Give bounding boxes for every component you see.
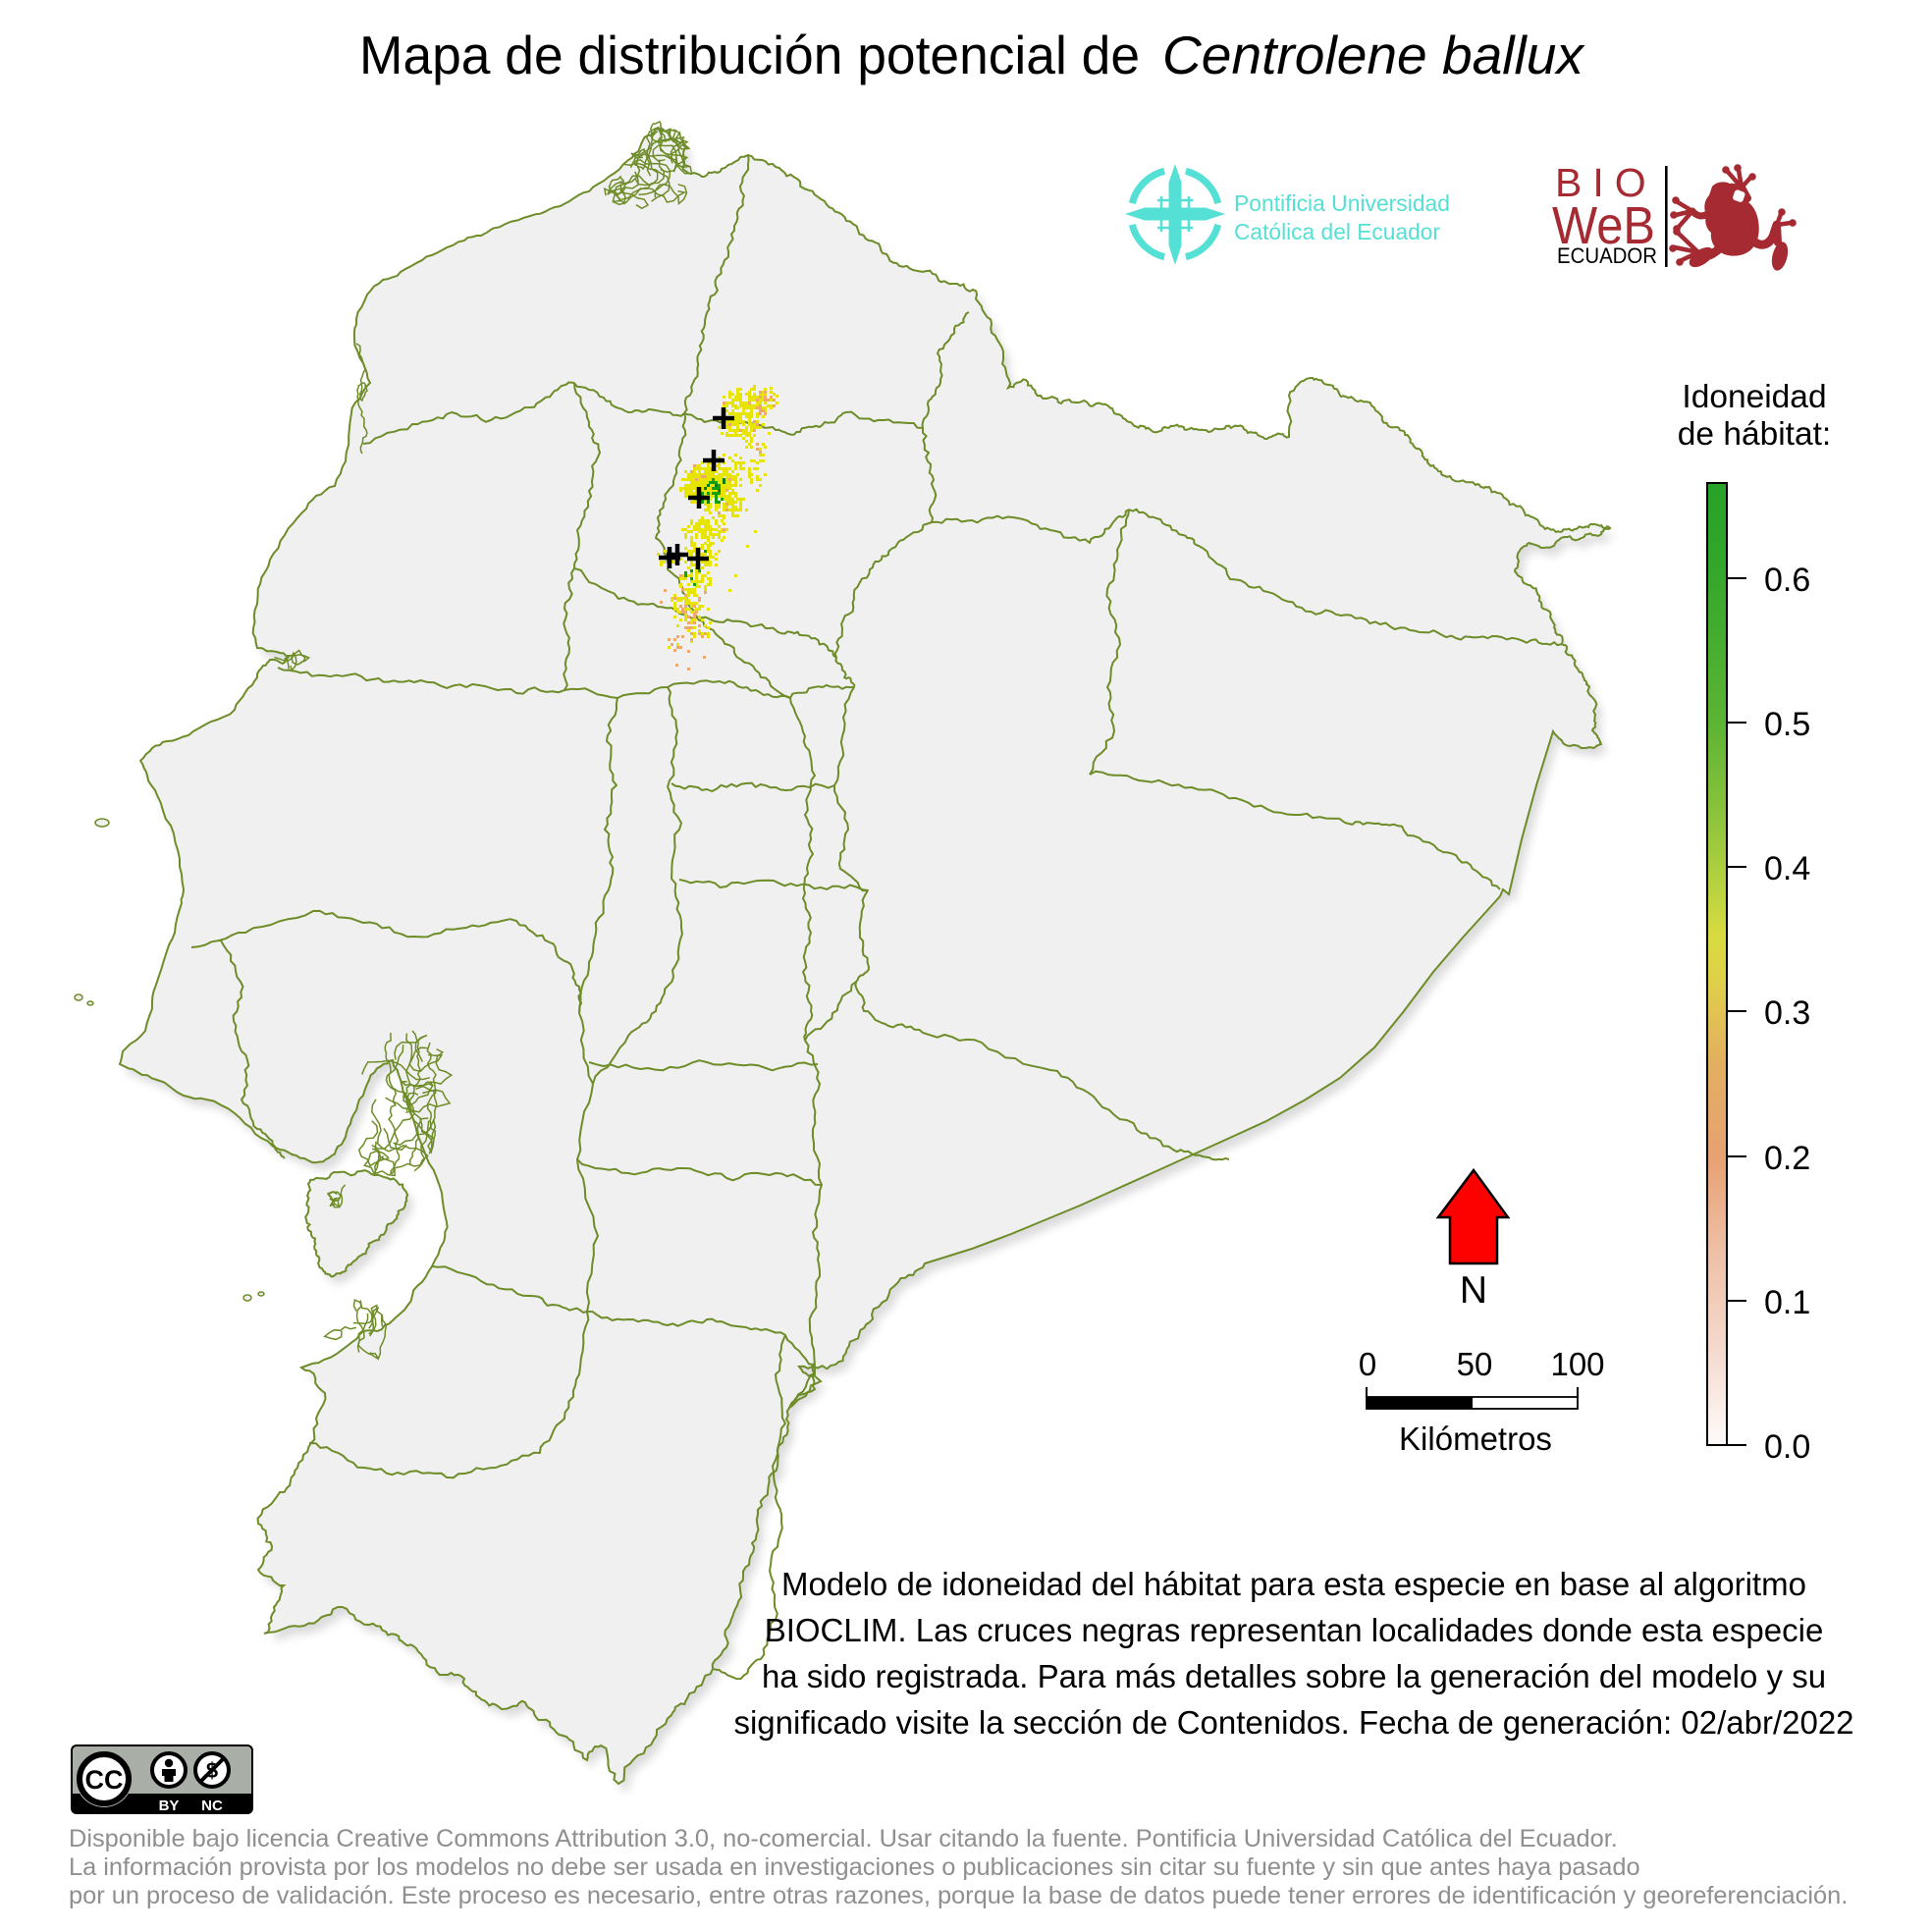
svg-text:NC: NC: [201, 1798, 223, 1814]
svg-text:Centrolene ballux: Centrolene ballux: [1162, 25, 1585, 85]
svg-text:50: 50: [1457, 1346, 1493, 1382]
svg-text:de hábitat:: de hábitat:: [1678, 416, 1831, 453]
svg-text:significado visite la sección: significado visite la sección de Conteni…: [733, 1704, 1853, 1741]
svg-text:ECUADOR: ECUADOR: [1557, 243, 1657, 268]
svg-text:Católica del Ecuador: Católica del Ecuador: [1234, 219, 1440, 244]
svg-text:0.1: 0.1: [1764, 1284, 1810, 1321]
svg-text:WeB: WeB: [1552, 196, 1655, 255]
svg-text:Pontificia Universidad: Pontificia Universidad: [1234, 190, 1450, 216]
svg-text:Mapa de distribución potencial: Mapa de distribución potencial de: [359, 25, 1140, 85]
svg-text:Disponible bajo licencia Creat: Disponible bajo licencia Creative Common…: [69, 1825, 1618, 1852]
svg-text:N: N: [1460, 1269, 1487, 1312]
svg-text:0: 0: [1359, 1346, 1376, 1382]
svg-text:BIO: BIO: [1555, 160, 1657, 205]
svg-text:0.3: 0.3: [1764, 994, 1810, 1032]
svg-text:100: 100: [1550, 1346, 1604, 1382]
svg-text:Idoneidad: Idoneidad: [1682, 379, 1826, 415]
svg-text:0.4: 0.4: [1764, 850, 1810, 887]
svg-text:ha sido registrada. Para más d: ha sido registrada. Para más detalles so…: [762, 1658, 1826, 1694]
svg-text:por un proceso de validación.: por un proceso de validación. Este proce…: [69, 1882, 1848, 1909]
svg-text:0.0: 0.0: [1764, 1428, 1810, 1466]
svg-text:0.5: 0.5: [1764, 706, 1810, 743]
svg-text:Kilómetros: Kilómetros: [1399, 1421, 1552, 1457]
svg-text:CC: CC: [85, 1765, 124, 1795]
svg-text:0.2: 0.2: [1764, 1140, 1810, 1177]
svg-text:BY: BY: [159, 1798, 180, 1814]
svg-text:La información provista por lo: La información provista por los modelos …: [69, 1853, 1640, 1881]
svg-text:0.6: 0.6: [1764, 562, 1810, 599]
svg-text:Modelo de idoneidad del hábita: Modelo de idoneidad del hábitat para est…: [781, 1566, 1806, 1602]
svg-text:BIOCLIM. Las cruces negras rep: BIOCLIM. Las cruces negras representan l…: [765, 1612, 1824, 1648]
